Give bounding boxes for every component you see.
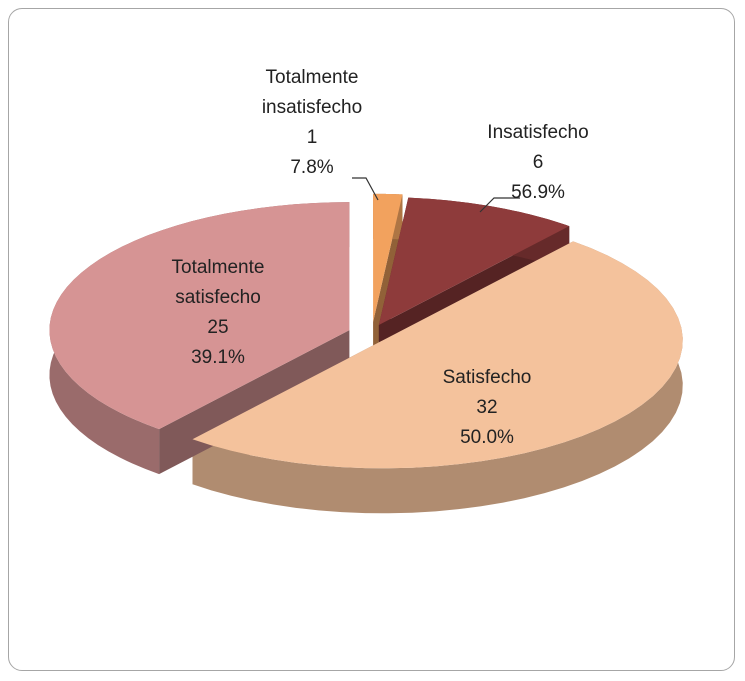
data-label: Satisfecho 32 50.0% bbox=[412, 363, 562, 453]
leader-line bbox=[479, 197, 520, 213]
pie-slice bbox=[378, 197, 570, 326]
leader-line bbox=[352, 177, 379, 201]
chart-frame bbox=[8, 8, 735, 671]
category-label: Insatisfecho bbox=[487, 122, 589, 143]
pie bbox=[49, 193, 683, 514]
slice-side bbox=[192, 241, 683, 514]
percent-label: 56.9% bbox=[511, 182, 565, 203]
value-label: 32 bbox=[476, 397, 498, 418]
data-label: Insatisfecho 6 56.9% bbox=[463, 118, 613, 208]
pie-slice bbox=[373, 193, 403, 322]
percent-label: 7.8% bbox=[290, 157, 334, 178]
pie-slice bbox=[192, 241, 683, 469]
category-label: Satisfecho bbox=[442, 367, 532, 388]
percent-label: 39.1% bbox=[191, 347, 245, 368]
data-label: Totalmente satisfecho 25 39.1% bbox=[143, 253, 293, 373]
data-label: Totalmente insatisfecho 1 7.8% bbox=[237, 63, 387, 183]
category-label: Totalmente satisfecho bbox=[171, 257, 265, 308]
value-label: 1 bbox=[306, 127, 318, 148]
category-label: Totalmente insatisfecho bbox=[261, 67, 363, 118]
pie-slice bbox=[49, 202, 350, 430]
percent-label: 50.0% bbox=[460, 427, 514, 448]
value-label: 25 bbox=[207, 317, 229, 338]
value-label: 6 bbox=[532, 152, 544, 173]
